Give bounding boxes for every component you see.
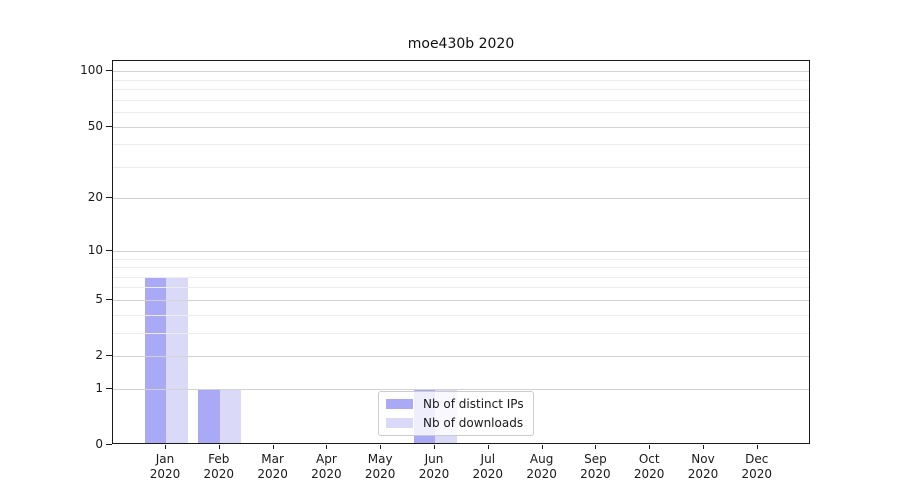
y-tick — [106, 444, 112, 445]
grid-line-major — [113, 71, 809, 73]
y-tick-label: 10 — [87, 242, 103, 257]
x-tick-label: Mar 2020 — [257, 452, 288, 481]
grid-line-minor — [113, 258, 809, 260]
y-tick-label: 0 — [95, 437, 103, 451]
x-tick — [541, 445, 543, 449]
grid-line-minor — [113, 332, 809, 334]
bar-downloads — [166, 276, 188, 443]
x-tick — [218, 445, 220, 449]
x-tick-label: Jul 2020 — [472, 452, 504, 481]
y-tick — [106, 70, 112, 72]
x-tick-label: Oct 2020 — [633, 452, 665, 481]
grid-line-minor — [113, 267, 809, 269]
grid-line-minor — [113, 166, 809, 168]
legend-label: Nb of downloads — [423, 416, 524, 430]
legend-swatch — [386, 418, 413, 428]
grid-line-minor — [113, 144, 809, 146]
y-tick-label: 100 — [80, 63, 103, 78]
x-tick — [272, 445, 274, 449]
x-tick-label: Feb 2020 — [203, 452, 235, 481]
grid-line-major — [113, 250, 809, 252]
x-tick-label: Dec 2020 — [741, 452, 773, 481]
grid-line-major — [113, 126, 809, 128]
x-tick — [595, 445, 597, 449]
y-tick-label: 2 — [95, 348, 103, 363]
x-tick — [487, 445, 489, 449]
bar-distinct-ips — [198, 388, 220, 443]
x-tick — [380, 445, 382, 449]
x-tick-label: Jan 2020 — [149, 452, 181, 481]
grid-line-major — [113, 356, 809, 358]
x-tick — [165, 445, 166, 449]
y-tick-label: 20 — [87, 190, 103, 205]
x-tick-label: Sep 2020 — [580, 452, 611, 481]
x-tick-label: Jun 2020 — [418, 452, 450, 481]
grid-line-minor — [113, 314, 809, 316]
x-tick — [703, 445, 704, 449]
legend-label: Nb of distinct IPs — [423, 397, 524, 411]
grid-line-major — [113, 299, 809, 301]
y-tick-label: 50 — [87, 118, 103, 133]
grid-line-major — [113, 198, 809, 200]
y-tick — [106, 125, 112, 127]
grid-line-minor — [113, 89, 809, 91]
legend-item: Nb of downloads — [386, 416, 524, 430]
x-tick — [434, 445, 435, 449]
x-tick — [756, 445, 758, 449]
x-tick — [649, 445, 651, 449]
chart-title: moe430b 2020 — [407, 36, 515, 52]
bar-downloads — [219, 388, 242, 443]
grid-line-major — [113, 388, 809, 390]
grid-line-minor — [113, 276, 809, 278]
x-tick-label: Nov 2020 — [687, 452, 719, 481]
legend: Nb of distinct IPs Nb of downloads — [378, 391, 534, 436]
x-tick — [326, 445, 328, 449]
grid-line-minor — [113, 99, 809, 101]
y-tick — [106, 197, 112, 199]
x-tick-label: Aug 2020 — [526, 452, 557, 481]
legend-swatch — [386, 399, 413, 409]
legend-item: Nb of distinct IPs — [386, 397, 524, 411]
plot-area — [112, 60, 810, 444]
y-tick — [106, 355, 112, 357]
grid-line-minor — [113, 287, 809, 289]
y-tick-label: 1 — [95, 380, 103, 395]
y-tick-label: 5 — [95, 291, 103, 306]
x-tick-label: May 2020 — [364, 452, 396, 481]
y-tick — [106, 249, 112, 251]
grid-line-minor — [113, 79, 809, 81]
bar-distinct-ips — [144, 276, 166, 443]
x-tick-label: Apr 2020 — [311, 452, 342, 481]
grid-line-minor — [113, 112, 809, 114]
y-tick — [106, 298, 112, 300]
y-tick — [106, 387, 112, 389]
